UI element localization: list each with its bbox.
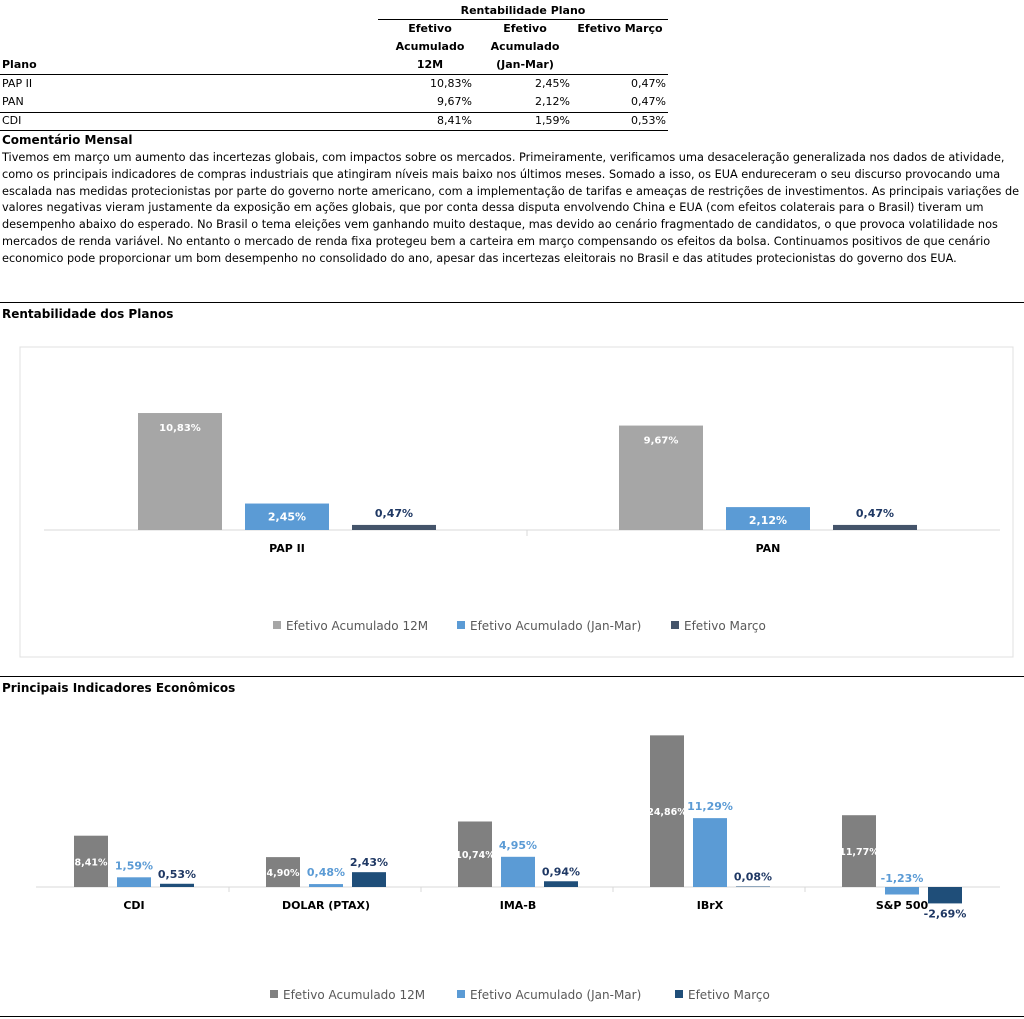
table-group-header: Rentabilidade Plano: [460, 4, 586, 17]
chart2-bar: [885, 887, 919, 895]
chart1-bottom-rule: [0, 676, 1024, 677]
chart2-bar: [309, 884, 343, 887]
chart2-data-label: 4,90%: [267, 868, 300, 879]
row-v1: 10,83%: [430, 77, 472, 90]
chart2-category-label: IBrX: [697, 899, 724, 912]
chart1-data-label: 2,45%: [268, 511, 306, 524]
row-v2: 2,45%: [535, 77, 570, 90]
chart1-data-label: 2,12%: [749, 514, 787, 527]
chart1-bar: [726, 507, 810, 530]
chart2-bar: [501, 856, 535, 887]
chart1-legend-swatch: [273, 621, 281, 629]
chart2-bar: [74, 835, 108, 887]
col-header-12m-line1: Efetivo: [408, 22, 452, 35]
chart2-data-label: -1,23%: [881, 872, 924, 885]
chart2-data-label: 8,41%: [75, 857, 108, 868]
chart2-bar: [160, 883, 194, 887]
chart1-legend-label: Efetivo Acumulado (Jan-Mar): [470, 619, 641, 633]
row-plano: PAN: [2, 95, 24, 108]
chart2-legend-swatch: [457, 990, 465, 998]
col-header-marco: Efetivo Março: [577, 22, 663, 35]
col-header-12m: Efetivo Acumulado 12M: [386, 20, 474, 74]
chart2-data-label: 0,53%: [158, 868, 196, 881]
chart2-data-label: -2,69%: [924, 907, 967, 920]
chart1-legend-label: Efetivo Março: [684, 619, 766, 633]
chart1-legend-label: Efetivo Acumulado 12M: [286, 619, 428, 633]
col-header-janmar-line3: (Jan-Mar): [496, 58, 554, 71]
row-v1: 8,41%: [437, 114, 472, 127]
chart2-data-label: 2,43%: [350, 856, 388, 869]
row-v3: 0,47%: [631, 95, 666, 108]
comment-title: Comentário Mensal: [2, 133, 133, 147]
chart1-data-label: 0,47%: [375, 507, 413, 520]
chart1-category-label: PAN: [756, 542, 781, 555]
col-header-janmar-line2: Acumulado: [490, 40, 560, 53]
table-header-rule: [0, 74, 668, 75]
table-group-rule: [378, 19, 668, 20]
chart2-legend-label: Efetivo Março: [688, 988, 770, 1002]
chart2-legend-label: Efetivo Acumulado (Jan-Mar): [470, 988, 641, 1002]
chart2-legend-label: Efetivo Acumulado 12M: [283, 988, 425, 1002]
chart2-category-label: IMA-B: [500, 899, 537, 912]
comment-text: Tivemos em março um aumento das incertez…: [2, 151, 1020, 265]
section-title-indicators: Principais Indicadores Econômicos: [2, 681, 236, 695]
col-header-12m-line3: 12M: [416, 58, 444, 71]
chart2-data-label: 1,59%: [115, 859, 153, 872]
row-plano: PAP II: [2, 77, 33, 90]
chart2-bar: [928, 887, 962, 904]
chart1-data-label: 10,83%: [159, 423, 201, 434]
chart2-bar: [352, 872, 386, 887]
chart2-bar: [693, 818, 727, 887]
comment-bottom-rule: [0, 302, 1024, 303]
col-header-plano: Plano: [2, 58, 37, 71]
col-header-12m-line2: Acumulado: [395, 40, 465, 53]
chart2-data-label: 0,08%: [734, 871, 772, 884]
chart2-bar: [650, 735, 684, 887]
chart1-legend-swatch: [457, 621, 465, 629]
chart2-category-label: CDI: [123, 899, 144, 912]
chart2-data-label: 11,29%: [687, 800, 733, 813]
chart2-data-label: 0,94%: [542, 865, 580, 878]
chart1-bar: [245, 503, 329, 530]
chart2-category-label: DOLAR (PTAX): [282, 899, 370, 912]
chart2-data-label: 10,74%: [455, 850, 495, 861]
row-plano: CDI: [2, 114, 22, 127]
chart1-category-label: PAP II: [269, 542, 305, 555]
section-title-plan-returns: Rentabilidade dos Planos: [2, 307, 174, 321]
chart2-data-label: 0,48%: [307, 866, 345, 879]
row-v3: 0,47%: [631, 77, 666, 90]
chart1-legend-swatch: [671, 621, 679, 629]
col-header-janmar-line1: Efetivo: [503, 22, 547, 35]
chart1-data-label: 9,67%: [644, 436, 679, 447]
chart2-bar: [842, 815, 876, 887]
col-header-janmar: Efetivo Acumulado (Jan-Mar): [480, 20, 570, 74]
chart2-legend-swatch: [270, 990, 278, 998]
chart2-data-label: 4,95%: [499, 839, 537, 852]
table-row-rule: [0, 112, 668, 113]
chart2-bar: [117, 877, 151, 887]
row-v2: 1,59%: [535, 114, 570, 127]
table-bottom-rule: [0, 130, 668, 131]
chart1-bar: [619, 425, 703, 530]
chart2-data-label: 24,86%: [647, 807, 687, 818]
chart1-bar: [352, 524, 436, 530]
chart2-bottom-rule: [0, 1016, 1024, 1017]
chart1-bar: [138, 413, 222, 530]
chart2-bar: [458, 821, 492, 887]
chart2-bar: [266, 857, 300, 887]
row-v3: 0,53%: [631, 114, 666, 127]
chart2-bar: [544, 881, 578, 887]
chart2-category-label: S&P 500: [876, 899, 929, 912]
chart1-data-label: 0,47%: [856, 507, 894, 520]
row-v1: 9,67%: [437, 95, 472, 108]
row-v2: 2,12%: [535, 95, 570, 108]
chart2-data-label: 11,77%: [839, 847, 879, 858]
chart1-bar: [833, 524, 917, 530]
chart2-legend-swatch: [675, 990, 683, 998]
